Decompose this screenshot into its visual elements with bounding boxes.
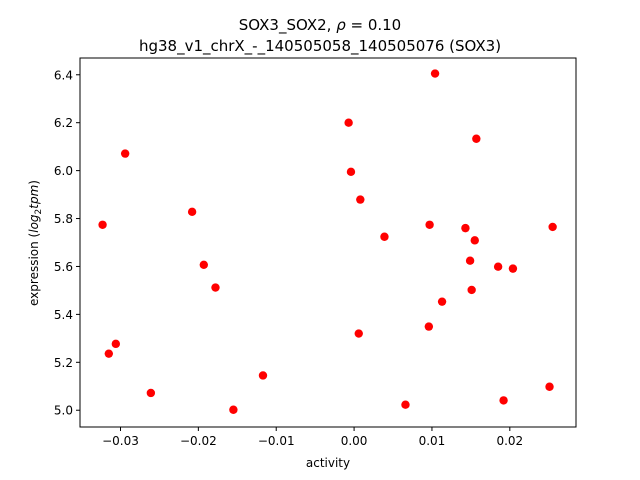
y-tick-label-4: 5.8 <box>54 212 73 226</box>
data-point-12 <box>470 236 479 245</box>
data-point-11 <box>380 232 389 241</box>
x-axis-label: activity <box>306 456 350 470</box>
y-axis-label: expression (log2tpm) <box>27 180 44 306</box>
data-point-20 <box>424 322 434 331</box>
data-point-15 <box>493 262 503 271</box>
x-tick-label-4: 0.01 <box>419 434 446 448</box>
data-point-7 <box>98 220 107 229</box>
data-point-14 <box>199 260 209 269</box>
y-tick-label-0: 5.0 <box>54 404 73 418</box>
x-ticks: −0.03 −0.02 −0.01 0.00 0.01 0.02 <box>102 427 523 448</box>
data-point-1 <box>344 118 353 127</box>
y-tick-label-3: 5.6 <box>54 260 73 274</box>
data-point-22 <box>111 339 121 349</box>
chart-subtitle: hg38_v1_chrX_-_140505058_140505076 (SOX3… <box>138 37 502 55</box>
y-ticks: 5.0 5.2 5.4 5.6 5.8 6.0 6.2 6.4 <box>54 68 80 418</box>
axes-frame <box>79 57 577 428</box>
y-tick-label-1: 5.2 <box>54 356 73 370</box>
data-point-23 <box>104 349 114 358</box>
data-point-4 <box>346 167 356 177</box>
data-point-25 <box>545 382 554 391</box>
y-tick-label-7: 6.4 <box>54 68 73 82</box>
x-tick-label-2: −0.01 <box>258 434 295 448</box>
data-point-0 <box>430 69 440 78</box>
y-tick-label-5: 6.0 <box>54 164 73 178</box>
data-point-28 <box>401 400 410 409</box>
y-tick-label-2: 5.4 <box>54 308 73 322</box>
data-point-21 <box>354 329 363 338</box>
x-tick-label-3: 0.00 <box>341 434 368 448</box>
data-point-17 <box>211 283 220 292</box>
data-point-26 <box>146 388 156 398</box>
x-tick-label-0: −0.03 <box>102 434 139 448</box>
data-point-19 <box>437 297 447 306</box>
chart-title: SOX3_SOX2, ρ = 0.10 <box>238 16 402 34</box>
data-point-5 <box>356 195 365 204</box>
data-point-13 <box>465 256 475 265</box>
data-point-18 <box>467 285 476 295</box>
data-point-9 <box>461 223 470 233</box>
data-point-16 <box>508 264 518 273</box>
points-layer <box>98 69 557 414</box>
data-point-27 <box>499 396 508 405</box>
data-point-2 <box>472 134 481 143</box>
x-tick-label-1: −0.02 <box>180 434 217 448</box>
data-point-8 <box>425 220 434 229</box>
x-tick-label-5: 0.02 <box>496 434 523 448</box>
data-point-29 <box>229 405 238 414</box>
data-point-6 <box>187 207 197 217</box>
data-point-3 <box>120 149 130 158</box>
data-point-24 <box>258 371 268 380</box>
data-point-10 <box>548 222 557 232</box>
y-tick-label-6: 6.2 <box>54 116 73 130</box>
